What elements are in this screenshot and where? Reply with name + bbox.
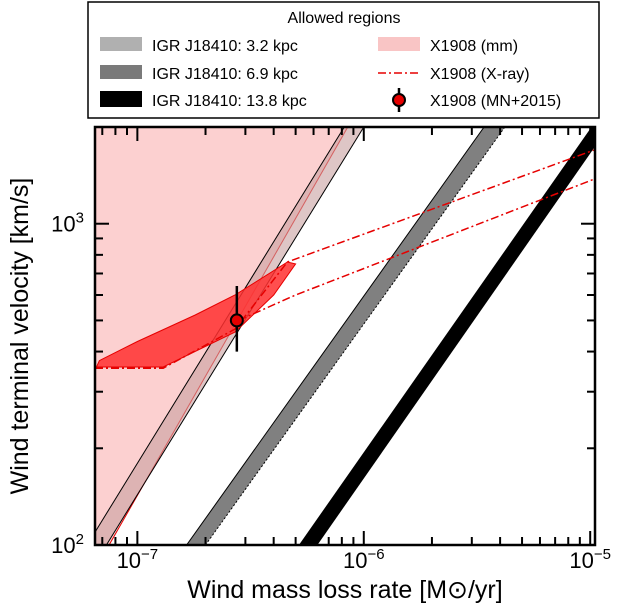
y-tick-label: 103 bbox=[51, 210, 84, 237]
legend-frame bbox=[87, 1, 600, 119]
x-tick-label: 10−7 bbox=[117, 546, 159, 573]
series-band-igr-j18410-3-2-kpc bbox=[95, 127, 364, 545]
legend-label-mm: X1908 (mm) bbox=[430, 38, 518, 55]
axes-box bbox=[93, 125, 597, 547]
x-axis-label: Wind mass loss rate [M⊙/yr] bbox=[187, 576, 502, 604]
y-axis-label: Wind terminal velocity [km/s] bbox=[6, 178, 34, 495]
series-band-edge-igr-j18410-6-9-kpc bbox=[186, 127, 485, 545]
legend-swatch-igr69 bbox=[100, 65, 142, 79]
y-tick-labels: 102 103 bbox=[51, 210, 84, 558]
legend-swatch-igr32 bbox=[100, 37, 142, 51]
series-band-igr-j18410-6-9-kpc bbox=[186, 127, 505, 545]
series-band-igr-j18410-13-8-kpc bbox=[299, 127, 595, 545]
x-tick-label: 10−6 bbox=[343, 546, 385, 573]
plot-area bbox=[95, 127, 595, 545]
legend-title: Allowed regions bbox=[288, 10, 401, 27]
data-point-x1908-mn-2015 bbox=[229, 313, 244, 328]
legend: Allowed regions IGR J18410: 3.2 kpc X1908… bbox=[87, 1, 600, 119]
series-band-edge-igr-j18410-13-8-kpc bbox=[299, 127, 593, 545]
series-line-x1908-x-ray bbox=[238, 178, 595, 322]
legend-label-mn2015: X1908 (MN+2015) bbox=[430, 93, 561, 110]
legend-label-xray: X1908 (X-ray) bbox=[430, 66, 530, 83]
legend-swatch-mn2015 bbox=[392, 93, 406, 107]
plot-frame bbox=[93, 125, 597, 547]
series-region-x1908-x-ray bbox=[95, 261, 297, 371]
y-tick-label: 102 bbox=[51, 531, 84, 558]
series-band-edge-igr-j18410-13-8-kpc bbox=[316, 144, 595, 545]
legend-swatch-igr138 bbox=[100, 91, 142, 107]
series-band-edge-igr-j18410-6-9-kpc bbox=[205, 127, 506, 545]
series-band-edge-igr-j18410-3-2-kpc bbox=[105, 127, 365, 545]
x-tick-label: 10−5 bbox=[569, 546, 611, 573]
legend-label-igr69: IGR J18410: 6.9 kpc bbox=[152, 66, 298, 83]
legend-swatch-mm bbox=[378, 37, 420, 51]
x-tick-labels: 10−7 10−6 10−5 bbox=[117, 546, 611, 573]
legend-label-igr32: IGR J18410: 3.2 kpc bbox=[152, 38, 298, 55]
legend-label-igr138: IGR J18410: 13.8 kpc bbox=[152, 93, 307, 110]
series-line-x1908-x-ray bbox=[95, 148, 595, 369]
